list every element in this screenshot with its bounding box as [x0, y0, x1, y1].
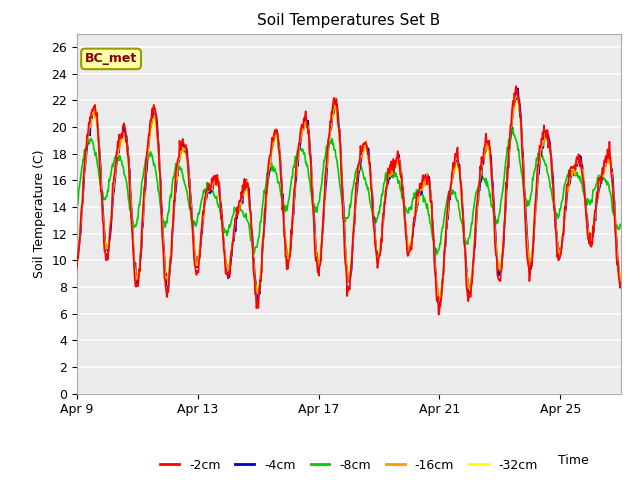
- Title: Soil Temperatures Set B: Soil Temperatures Set B: [257, 13, 440, 28]
- Text: Time: Time: [558, 454, 589, 467]
- Legend: -2cm, -4cm, -8cm, -16cm, -32cm: -2cm, -4cm, -8cm, -16cm, -32cm: [156, 454, 542, 477]
- Y-axis label: Soil Temperature (C): Soil Temperature (C): [33, 149, 45, 278]
- Text: BC_met: BC_met: [85, 52, 137, 65]
